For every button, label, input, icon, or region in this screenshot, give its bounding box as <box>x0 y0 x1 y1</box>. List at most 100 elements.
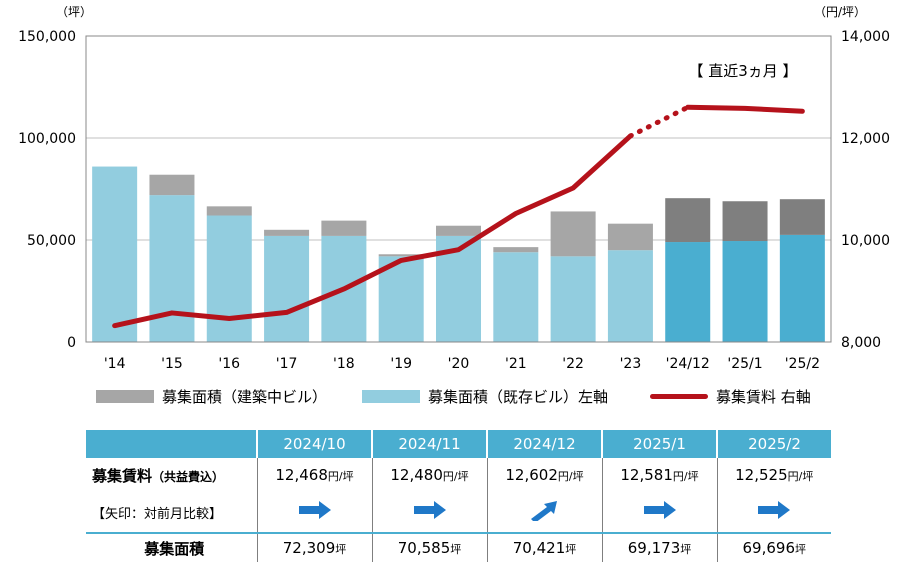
summary-table: 2024/10 2024/11 2024/12 2025/1 2025/2 募集… <box>86 430 831 562</box>
bar-existing <box>722 241 768 342</box>
right-axis-tick-label: 12,000 <box>841 131 890 147</box>
left-axis-tick-label: 150,000 <box>18 29 76 45</box>
area-unit: 坪 <box>565 543 577 556</box>
right-axis-tick-label: 8,000 <box>841 335 881 351</box>
x-axis-tick-label: '23 <box>620 356 642 372</box>
arrow-right-icon <box>758 501 791 519</box>
right-axis-tick-label: 10,000 <box>841 233 890 249</box>
bar-construction <box>264 229 310 236</box>
summary-header-row: 2024/10 2024/11 2024/12 2025/1 2025/2 <box>86 430 831 458</box>
arrow-shape <box>530 501 557 521</box>
x-axis-tick-label: '25/2 <box>785 356 820 372</box>
rent-line <box>112 133 633 329</box>
bar-existing <box>264 235 310 342</box>
legend-existing-label: 募集面積（既存ビル）左軸 <box>428 388 609 406</box>
rent-value: 12,602 <box>505 466 558 484</box>
rent-cell: 12,525円/坪 <box>716 458 831 492</box>
left-axis-tick-label: 50,000 <box>27 233 76 249</box>
rent-unit: 円/坪 <box>557 470 584 483</box>
month-header: 2024/12 <box>486 430 602 458</box>
rent-unit: 円/坪 <box>787 470 814 483</box>
x-axis-tick-label: '24/12 <box>666 356 710 372</box>
area-unit: 坪 <box>795 543 806 556</box>
left-axis-tick-label: 100,000 <box>18 131 76 147</box>
rent-cell: 12,602円/坪 <box>486 458 602 492</box>
bar-construction <box>779 199 825 235</box>
arrow-cell <box>486 492 602 533</box>
month-header: 2025/2 <box>716 430 831 458</box>
legend-construction-label: 募集面積（建築中ビル） <box>162 388 328 406</box>
x-axis-tick-label: '16 <box>218 356 240 372</box>
arrow-row: 【矢印：対前月比較】 <box>86 492 831 533</box>
area-value: 72,309 <box>282 539 336 557</box>
rent-value: 12,581 <box>620 466 673 484</box>
area-cell: 69,696坪 <box>716 532 831 562</box>
arrow-up-right-icon <box>530 501 557 521</box>
rent-row: 募集賃料（共益費込） 12,468円/坪 12,480円/坪 12,602円/坪… <box>86 458 831 492</box>
arrow-shape <box>643 501 676 519</box>
rent-value: 12,525 <box>735 466 788 484</box>
area-row: 募集面積 72,309坪 70,585坪 70,421坪 69,173坪 69,… <box>86 532 831 562</box>
chart: 0 50,000 100,000 150,000 8,000 10,000 12,000 14… <box>18 5 890 372</box>
rent-sublabel: （共益費込） <box>152 469 225 484</box>
x-axis-tick-label: '20 <box>448 356 470 372</box>
arrow-note: 【矢印：対前月比較】 <box>92 506 223 522</box>
x-axis-tick-label: '17 <box>276 356 298 372</box>
bar-construction <box>321 220 367 236</box>
area-cell: 70,585坪 <box>371 532 487 562</box>
area-value: 69,696 <box>742 539 796 557</box>
rent-value: 12,480 <box>390 466 443 484</box>
bar-existing <box>779 234 825 342</box>
arrow-right-icon <box>413 501 446 519</box>
area-value: 69,173 <box>627 539 681 557</box>
arrow-shape <box>298 501 331 519</box>
x-axis-tick-label: '18 <box>333 356 355 372</box>
recent-annotation: 【 直近3ヵ月 】 <box>688 62 797 80</box>
rent-line-recent <box>685 104 805 114</box>
bar-construction <box>378 254 424 257</box>
rent-line-dotted <box>627 104 691 139</box>
arrow-shape <box>758 501 791 519</box>
legend-swatch-existing <box>362 390 420 403</box>
x-axis-tick-label: '14 <box>104 356 126 372</box>
right-axis-unit: （円/坪） <box>814 5 866 19</box>
legend-swatch-construction <box>96 390 154 403</box>
area-unit: 坪 <box>680 543 692 556</box>
x-axis-tick-label: '22 <box>562 356 584 372</box>
legend-rent-label: 募集賃料 右軸 <box>716 388 811 406</box>
legend: 募集面積（建築中ビル） 募集面積（既存ビル）左軸 募集賃料 右軸 <box>0 386 900 410</box>
month-header: 2025/1 <box>601 430 717 458</box>
rent-unit: 円/坪 <box>327 470 354 483</box>
right-axis-tick-label: 14,000 <box>841 29 890 45</box>
arrow-cell <box>371 492 487 533</box>
area-value: 70,421 <box>512 539 566 557</box>
area-value: 70,585 <box>397 539 451 557</box>
arrow-cell <box>716 492 831 533</box>
summary-header-blank <box>86 430 257 458</box>
area-cell: 72,309坪 <box>256 532 372 562</box>
bar-construction <box>206 206 252 216</box>
area-cell: 69,173坪 <box>601 532 717 562</box>
rent-label: 募集賃料 <box>92 466 153 485</box>
bar-construction <box>550 211 596 257</box>
plot-border <box>85 35 832 343</box>
bar-existing <box>149 195 195 342</box>
left-axis-unit: （坪） <box>56 5 92 19</box>
area-unit: 坪 <box>335 543 347 556</box>
bar-construction <box>436 225 481 236</box>
rent-value: 12,468 <box>275 466 328 484</box>
rent-unit: 円/坪 <box>442 470 469 483</box>
rent-cell: 12,480円/坪 <box>371 458 487 492</box>
legend-construction: 募集面積（建築中ビル） <box>96 386 327 407</box>
rent-label-cell: 募集賃料（共益費込） <box>86 458 257 492</box>
month-header: 2024/10 <box>256 430 372 458</box>
x-axis-tick-label: '25/1 <box>727 356 762 372</box>
x-axis-tick-label: '21 <box>505 356 527 372</box>
bar-existing <box>92 166 138 342</box>
x-axis-tick-label: '19 <box>390 356 412 372</box>
bar-construction <box>607 223 653 251</box>
arrow-cell <box>601 492 717 533</box>
bar-construction <box>722 201 768 242</box>
left-axis-tick-label: 0 <box>67 335 76 351</box>
area-label: 募集面積 <box>86 532 257 562</box>
